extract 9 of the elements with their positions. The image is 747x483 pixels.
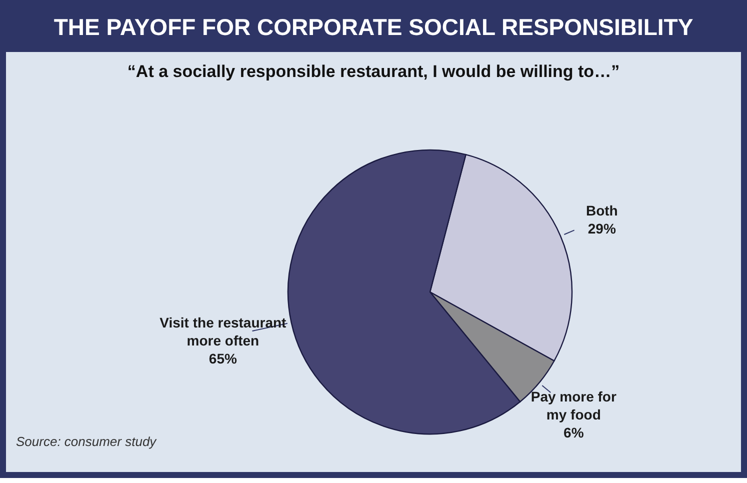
slice-label: Pay more for my food [530,388,617,423]
slice-label: Visit the restaurant more often [160,314,287,348]
source-note: Source: consumer study [16,434,158,449]
chart-subtitle: “At a socially responsible restaurant, I would be willing to…” [127,62,620,81]
data-label: 29% [588,220,616,236]
chart-title: THE PAYOFF FOR CORPORATE SOCIAL RESPONSIBILITY [54,14,694,40]
data-label: 6% [564,424,584,441]
data-label: 65% [208,350,238,366]
slice-label: Both [586,202,618,218]
